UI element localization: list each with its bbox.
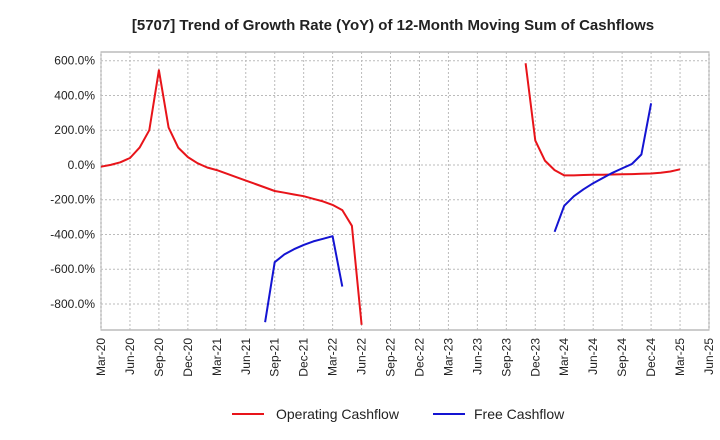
x-tick-label: Mar-21 (210, 338, 224, 376)
y-tick-label: 200.0% (54, 123, 95, 137)
series-line-operating-cashflow-1 (100, 69, 363, 325)
x-tick-label: Jun-25 (702, 338, 716, 375)
y-tick-label: 0.0% (68, 158, 96, 172)
x-tick-label: Sep-24 (615, 338, 629, 377)
series-line-free-cashflow-2 (553, 103, 653, 233)
chart-title: [5707] Trend of Growth Rate (YoY) of 12-… (132, 17, 654, 34)
x-tick-label: Sep-23 (499, 338, 513, 377)
x-tick-label: Dec-24 (644, 338, 658, 377)
series-layer (100, 63, 681, 325)
x-tick-label: Jun-20 (123, 338, 137, 375)
y-tick-label: -600.0% (50, 262, 95, 276)
x-tick-label: Sep-22 (384, 338, 398, 377)
x-tick-label: Jun-21 (239, 338, 253, 375)
y-tick-label: -400.0% (50, 227, 95, 241)
y-tick-label: 600.0% (54, 54, 95, 68)
y-axis: 600.0% 400.0% 200.0% 0.0% -200.0% -400.0% -600… (50, 54, 95, 311)
x-tick-label: Jun-22 (355, 338, 369, 375)
x-tick-label: Mar-25 (673, 338, 687, 376)
x-tick-label: Mar-22 (326, 338, 340, 376)
legend: Operating Cashflow Free Cashflow (232, 406, 565, 422)
x-tick-label: Mar-23 (441, 338, 455, 376)
series-line-free-cashflow-1 (264, 235, 344, 323)
x-tick-label: Sep-21 (268, 338, 282, 377)
x-tick-label: Jun-23 (470, 338, 484, 375)
x-axis: Mar-20 Jun-20 Sep-20 Dec-20 Mar-21 Jun-21 Sep-… (94, 338, 716, 377)
y-tick-label: -200.0% (50, 193, 95, 207)
x-tick-label: Mar-20 (94, 338, 108, 376)
x-tick-label: Dec-22 (412, 338, 426, 377)
y-tick-label: -800.0% (50, 297, 95, 311)
x-tick-label: Jun-24 (586, 338, 600, 375)
legend-label-free-cashflow: Free Cashflow (474, 406, 565, 422)
x-tick-label: Sep-20 (152, 338, 166, 377)
x-tick-label: Mar-24 (557, 338, 571, 376)
legend-item-operating-cashflow: Operating Cashflow (232, 406, 400, 422)
legend-item-free-cashflow: Free Cashflow (433, 406, 565, 422)
legend-label-operating-cashflow: Operating Cashflow (276, 406, 400, 422)
plot-area (100, 51, 710, 331)
series-line-operating-cashflow-2 (524, 63, 681, 177)
x-tick-label: Dec-20 (181, 338, 195, 377)
x-tick-label: Dec-21 (297, 338, 311, 377)
y-tick-label: 400.0% (54, 88, 95, 102)
x-tick-label: Dec-23 (528, 338, 542, 377)
